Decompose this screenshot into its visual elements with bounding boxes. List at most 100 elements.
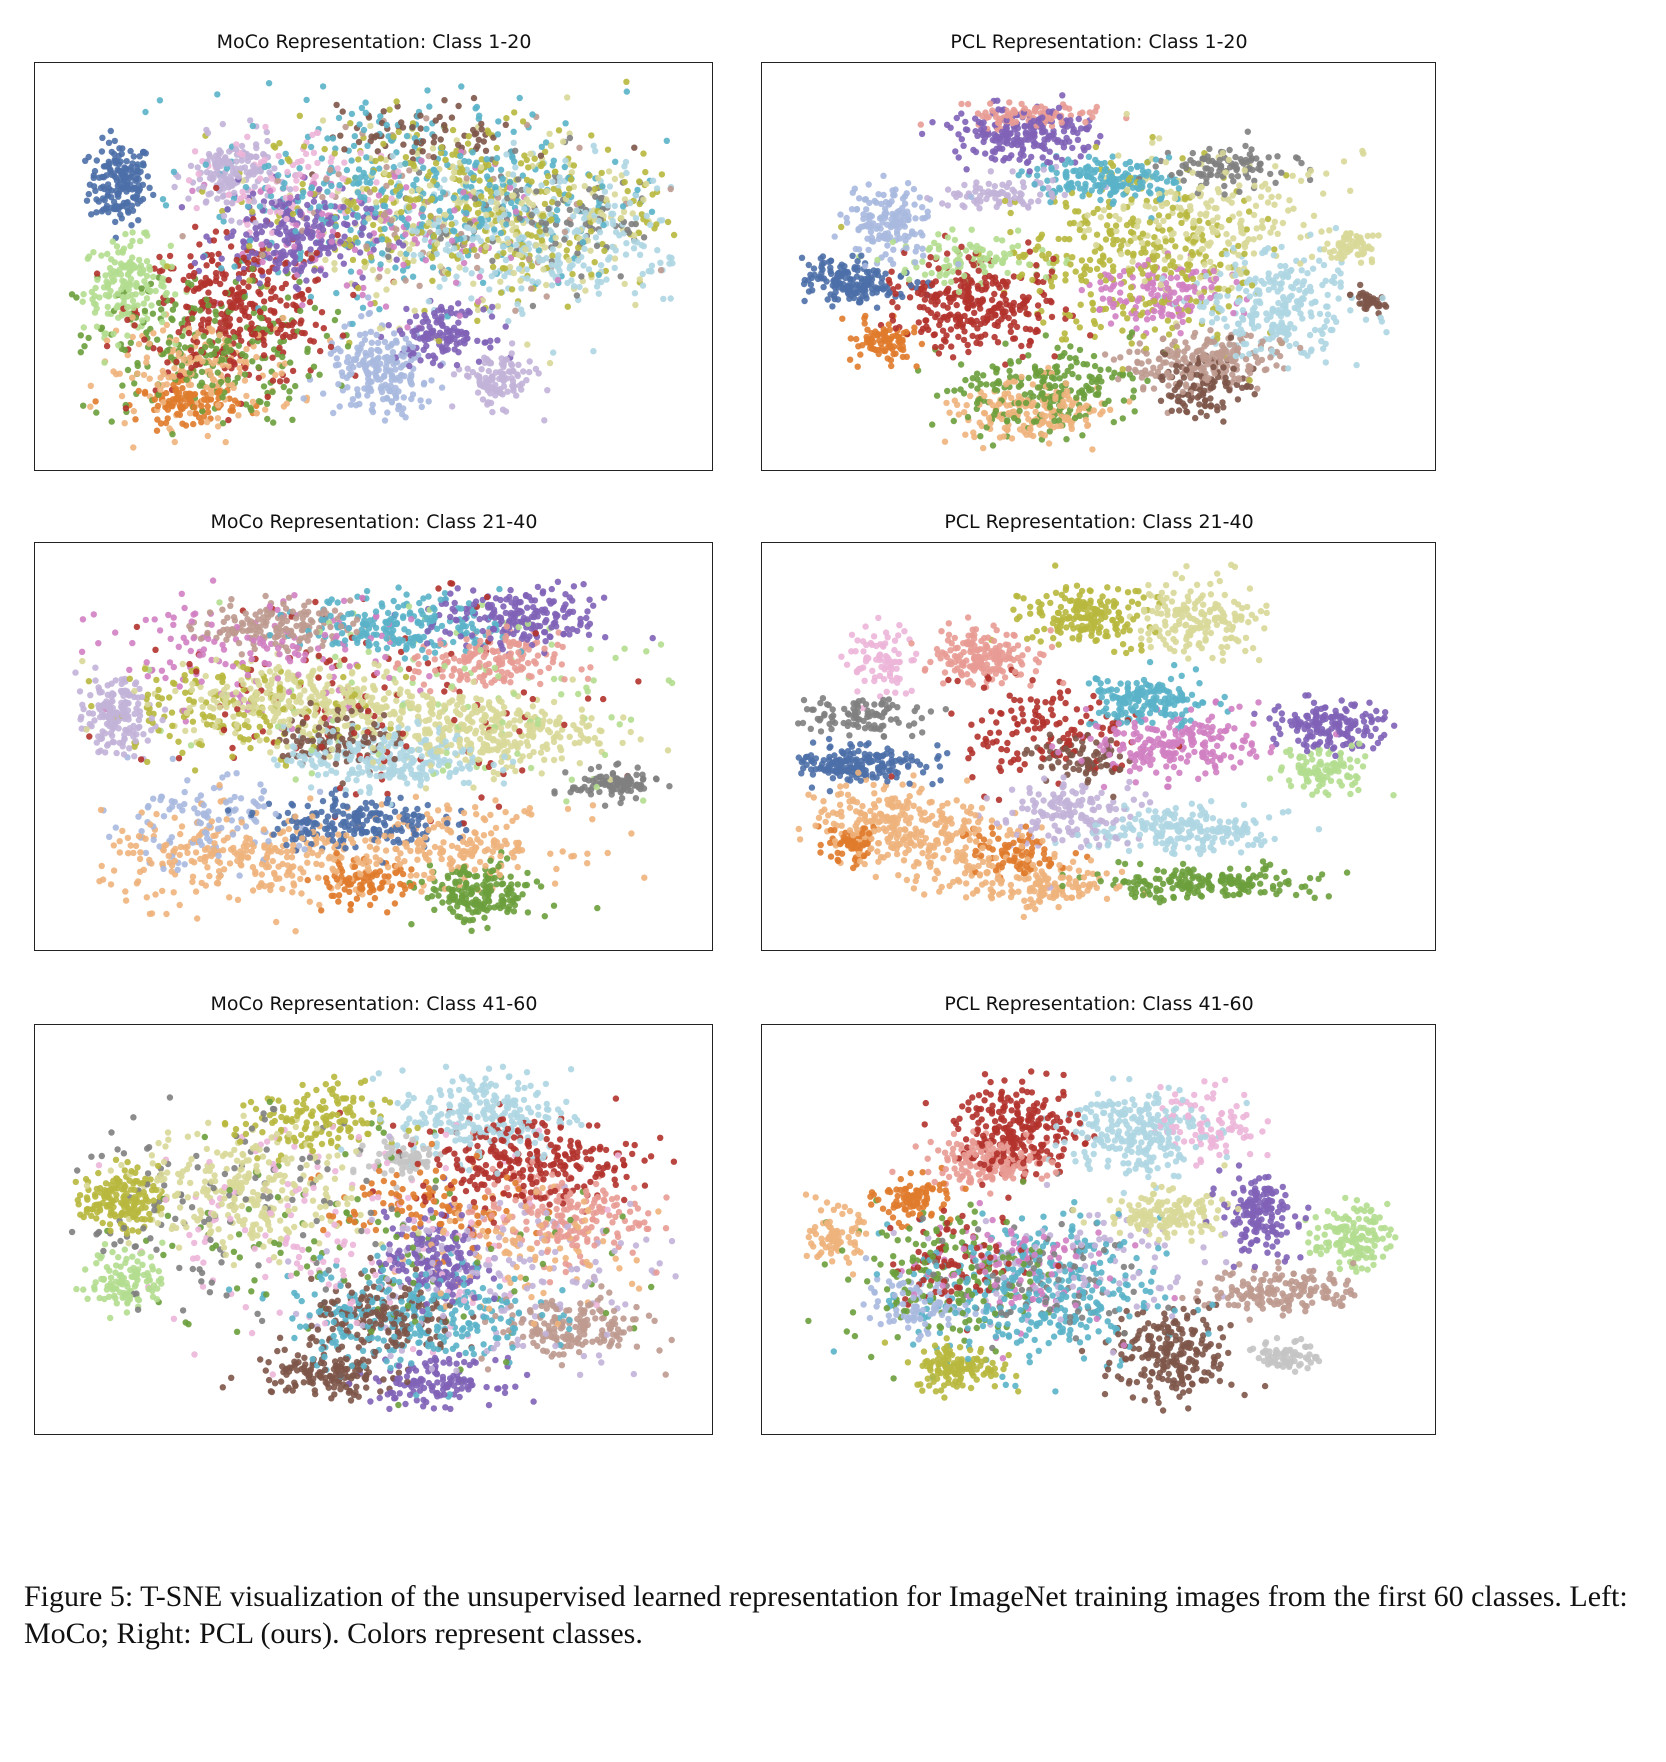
scatter-point-class-17	[528, 219, 536, 226]
scatter-point-class-13	[383, 359, 391, 366]
scatter-point-class-4	[198, 379, 205, 386]
scatter-point-class-16	[419, 148, 426, 155]
scatter-point-class-9	[458, 83, 465, 90]
scatter-point-class-11	[487, 198, 495, 205]
scatter-point-class-7	[214, 167, 221, 175]
scatter-point-class-14	[1117, 280, 1125, 287]
scatter-point-class-10	[487, 188, 494, 196]
scatter-point-class-19	[357, 149, 364, 157]
scatter-point-class-12	[1090, 209, 1097, 217]
scatter-point-class-12	[426, 182, 434, 189]
scatter-point-class-15	[1208, 319, 1216, 326]
scatter-point-class-2	[943, 121, 951, 128]
scatter-point-class-19	[193, 204, 200, 212]
scatter-point-class-19	[328, 192, 336, 199]
scatter-point-class-3	[260, 298, 268, 305]
scatter-point-class-3	[217, 325, 224, 332]
scatter-point-class-4	[1053, 169, 1060, 177]
scatter-point-class-10	[353, 204, 360, 211]
scatter-point-class-8	[358, 225, 366, 232]
scatter-point-class-16	[1168, 171, 1175, 179]
scatter-point-class-12	[1007, 228, 1014, 236]
scatter-point-class-11	[632, 192, 640, 199]
scatter-point-class-4	[217, 378, 225, 386]
scatter-point-class-1	[121, 181, 128, 188]
scatter-point-class-1	[105, 139, 113, 146]
scatter-point-class-10	[370, 221, 377, 229]
scatter-point-class-8	[1042, 274, 1050, 281]
scatter-point-class-2	[110, 330, 117, 338]
scatter-point-class-10	[563, 247, 570, 254]
scatter-point-class-7	[200, 183, 207, 190]
scatter-point-class-8	[368, 205, 375, 213]
scatter-point-class-16	[473, 130, 480, 137]
scatter-point-class-3	[236, 316, 243, 323]
scatter-point-class-17	[624, 226, 631, 233]
scatter-point-class-18	[329, 228, 337, 235]
scatter-point-class-15	[520, 368, 527, 375]
scatter-point-class-2	[115, 342, 122, 349]
scatter-point-class-6	[171, 399, 178, 406]
scatter-point-class-15	[1299, 315, 1306, 322]
scatter-point-class-10	[588, 271, 595, 278]
scatter-point-class-18	[475, 298, 482, 305]
scatter-point-class-3	[1086, 109, 1093, 116]
scatter-point-class-10	[586, 172, 593, 179]
scatter-point-class-15	[1318, 338, 1325, 345]
scatter-point-class-19	[240, 192, 248, 200]
scatter-point-class-9	[335, 114, 343, 122]
scatter-point-class-16	[399, 124, 407, 131]
scatter-point-class-13	[1097, 214, 1105, 221]
scatter-point-class-12	[546, 130, 553, 137]
scatter-point-class-3	[227, 243, 235, 250]
scatter-point-class-16	[355, 138, 363, 146]
scatter-point-class-12	[1245, 208, 1253, 215]
scatter-point-class-15	[487, 360, 495, 367]
scatter-point-class-11	[576, 283, 583, 291]
scatter-point-class-18	[1233, 381, 1241, 388]
scatter-point-class-8	[235, 275, 243, 282]
scatter-point-class-2	[122, 262, 129, 269]
scatter-point-class-17	[1134, 348, 1141, 355]
scatter-point-class-13	[1253, 225, 1260, 232]
scatter-point-class-7	[1001, 290, 1008, 298]
scatter-point-class-5	[253, 353, 260, 361]
scatter-point-class-12	[1119, 327, 1126, 334]
scatter-point-class-9	[648, 208, 656, 215]
scatter-point-class-10	[367, 254, 375, 261]
scatter-point-class-10	[489, 263, 497, 271]
scatter-point-class-11	[667, 295, 674, 302]
scatter-point-class-10	[517, 160, 525, 167]
scatter-point-class-5	[203, 418, 211, 426]
scatter-point-class-9	[392, 264, 399, 271]
scatter-point-class-11	[486, 286, 493, 293]
scatter-point-class-13	[1156, 135, 1163, 142]
scatter-point-class-13	[1271, 201, 1278, 208]
scatter-point-class-13	[362, 330, 369, 337]
scatter-point-class-12	[523, 196, 530, 203]
scatter-point-class-9	[486, 181, 493, 189]
scatter-point-class-12	[618, 214, 625, 222]
scatter-point-class-7	[263, 128, 270, 136]
scatter-point-class-19	[327, 158, 334, 166]
scatter-point-class-3	[188, 364, 195, 372]
scatter-point-class-13	[341, 323, 348, 330]
scatter-point-class-9	[333, 289, 340, 297]
scatter-point-class-18	[554, 276, 562, 284]
scatter-point-class-4	[311, 304, 319, 312]
scatter-point-class-18	[351, 246, 359, 253]
scatter-point-class-8	[262, 222, 269, 229]
scatter-point-class-2	[127, 242, 134, 250]
scatter-point-class-2	[101, 359, 108, 366]
scatter-point-class-11	[462, 266, 469, 273]
scatter-point-class-18	[405, 215, 412, 222]
scatter-point-class-2	[126, 258, 134, 266]
scatter-point-class-2	[133, 279, 140, 287]
scatter-point-class-7	[219, 120, 226, 128]
scatter-point-class-20	[319, 193, 326, 201]
scatter-point-class-4	[201, 344, 209, 351]
scatter-point-class-5	[150, 330, 157, 337]
scatter-point-class-1	[101, 197, 108, 204]
scatter-point-class-12	[382, 156, 389, 164]
scatter-point-class-10	[508, 286, 516, 293]
